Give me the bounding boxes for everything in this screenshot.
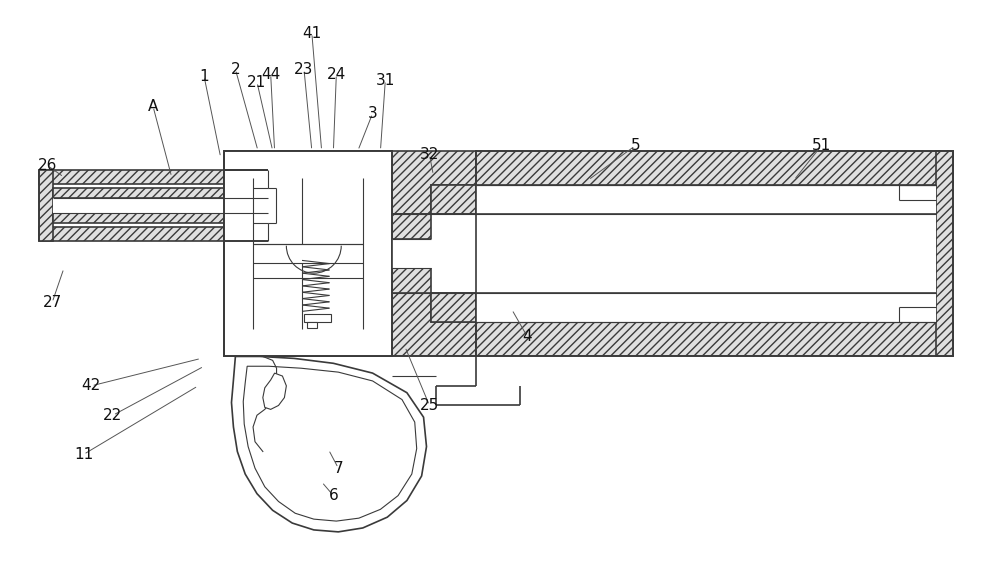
Bar <box>39 170 268 184</box>
Text: 21: 21 <box>247 75 267 90</box>
Polygon shape <box>392 293 476 356</box>
Bar <box>224 151 392 178</box>
Bar <box>476 151 953 356</box>
Text: 6: 6 <box>329 488 338 503</box>
Bar <box>224 178 253 329</box>
Bar <box>476 151 953 185</box>
Bar <box>304 314 331 322</box>
Bar <box>363 178 392 329</box>
Bar <box>431 185 476 214</box>
Text: 42: 42 <box>82 378 101 393</box>
Text: 25: 25 <box>420 398 439 413</box>
Bar <box>268 188 276 223</box>
Text: 22: 22 <box>103 408 123 423</box>
Bar <box>392 239 476 268</box>
Text: 41: 41 <box>302 26 321 40</box>
Text: A: A <box>148 99 158 114</box>
Polygon shape <box>263 373 286 410</box>
Text: 27: 27 <box>43 295 62 310</box>
Bar <box>39 227 268 241</box>
Bar <box>253 263 302 329</box>
Bar <box>224 151 392 356</box>
Bar <box>53 197 268 213</box>
Text: 24: 24 <box>327 67 346 82</box>
Text: 32: 32 <box>420 147 439 162</box>
Text: 31: 31 <box>376 72 395 88</box>
Polygon shape <box>392 151 476 214</box>
Bar <box>53 188 268 197</box>
Bar <box>476 322 953 356</box>
Text: 26: 26 <box>38 158 57 173</box>
Polygon shape <box>231 356 426 532</box>
Bar <box>392 268 431 293</box>
Text: 5: 5 <box>630 138 640 153</box>
Text: 2: 2 <box>231 62 240 77</box>
Text: 23: 23 <box>294 62 314 77</box>
Text: 44: 44 <box>261 67 280 82</box>
Text: 7: 7 <box>333 461 343 476</box>
Bar <box>39 170 53 241</box>
Text: 1: 1 <box>199 68 209 84</box>
Bar <box>302 278 363 329</box>
Text: 4: 4 <box>523 329 532 344</box>
Bar <box>392 214 431 239</box>
Bar <box>476 185 936 322</box>
Text: 11: 11 <box>74 447 93 462</box>
Bar <box>253 243 363 302</box>
Bar <box>307 322 317 328</box>
Bar <box>302 178 363 229</box>
Text: 3: 3 <box>368 106 377 121</box>
Bar <box>431 293 476 322</box>
Bar <box>936 151 953 356</box>
Bar <box>53 213 268 223</box>
Bar <box>224 151 392 356</box>
Bar <box>253 178 302 243</box>
Text: 51: 51 <box>812 138 831 153</box>
Bar <box>224 329 392 356</box>
